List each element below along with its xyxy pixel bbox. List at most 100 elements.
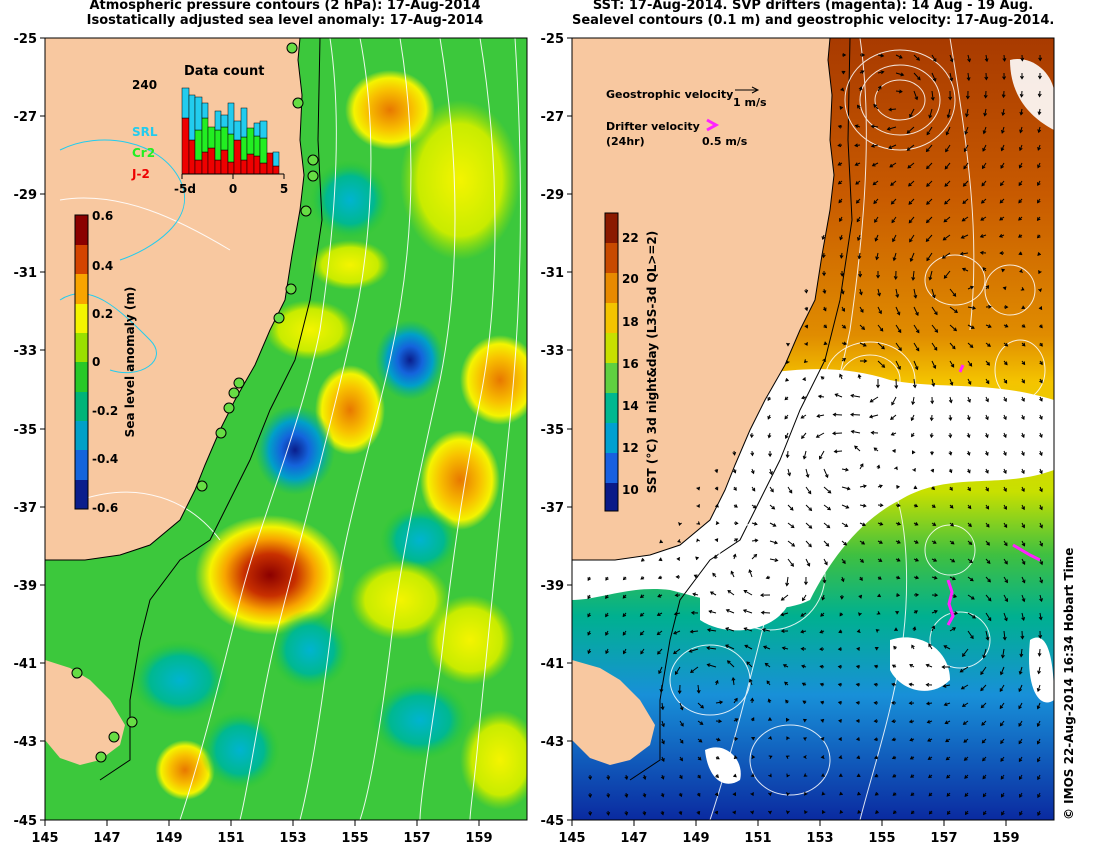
velocity-arrow-head bbox=[785, 454, 790, 459]
velocity-arrow-head bbox=[910, 417, 915, 422]
velocity-arrow-head bbox=[725, 627, 730, 631]
velocity-arrow-head bbox=[716, 737, 721, 742]
velocity-arrow bbox=[1002, 108, 1005, 116]
right-lat-label: -39 bbox=[541, 579, 565, 594]
velocity-arrow-head bbox=[877, 292, 881, 297]
velocity-arrow bbox=[801, 432, 807, 439]
velocity-arrow-head bbox=[875, 810, 879, 815]
velocity-arrow-head bbox=[841, 70, 846, 75]
velocity-arrow-head bbox=[898, 55, 903, 59]
velocity-arrow bbox=[786, 576, 789, 586]
velocity-arrow-head bbox=[731, 676, 736, 681]
velocity-arrow-head bbox=[834, 393, 839, 397]
left-lat-label: -27 bbox=[14, 110, 38, 125]
velocity-arrow-head bbox=[941, 255, 946, 259]
velocity-arrow-head bbox=[730, 570, 735, 575]
velocity-arrow bbox=[943, 645, 951, 650]
left-lat-axis bbox=[40, 37, 45, 821]
velocity-arrow-head bbox=[949, 504, 954, 509]
velocity-arrow bbox=[769, 504, 775, 510]
velocity-arrow bbox=[877, 306, 882, 314]
velocity-arrow-head bbox=[1004, 342, 1009, 347]
velocity-arrow-head bbox=[1021, 524, 1025, 529]
velocity-arrow bbox=[787, 522, 795, 528]
velocity-arrow-head bbox=[821, 596, 826, 601]
velocity-arrow bbox=[1001, 144, 1005, 151]
velocity-arrow-head bbox=[980, 687, 984, 692]
velocity-arrow-head bbox=[875, 256, 880, 261]
velocity-arrow bbox=[895, 342, 902, 351]
velocity-arrow-head bbox=[930, 96, 935, 101]
velocity-arrow-head bbox=[1038, 616, 1043, 621]
velocity-arrow bbox=[689, 648, 699, 653]
velocity-arrow-head bbox=[840, 273, 845, 277]
velocity-arrow-head bbox=[824, 474, 829, 479]
velocity-arrow-head bbox=[962, 721, 967, 725]
velocity-arrow-head bbox=[1037, 75, 1042, 80]
velocity-arrow-head bbox=[948, 451, 953, 456]
left-title-line1: Atmospheric pressure contours (2 hPa): 1… bbox=[89, 0, 481, 13]
velocity-arrow bbox=[949, 342, 956, 350]
velocity-arrow-head bbox=[801, 435, 805, 440]
velocity-arrow-head bbox=[622, 613, 627, 618]
velocity-arrow bbox=[690, 630, 699, 633]
velocity-arrow bbox=[962, 648, 969, 657]
velocity-arrow bbox=[841, 522, 848, 527]
velocity-arrow-head bbox=[1000, 164, 1004, 169]
velocity-arrow-head bbox=[911, 644, 915, 649]
velocity-arrow-head bbox=[928, 114, 933, 119]
velocity-arrow-head bbox=[889, 163, 894, 168]
velocity-arrow bbox=[732, 677, 735, 686]
velocity-arrow bbox=[929, 270, 933, 280]
geostrophic-velocity-label: Geostrophic velocity bbox=[606, 88, 733, 101]
velocity-arrow-head bbox=[980, 217, 985, 221]
velocity-arrow-head bbox=[953, 594, 958, 598]
velocity-arrow-head bbox=[605, 650, 609, 655]
velocity-arrow bbox=[909, 234, 915, 242]
velocity-arrow-head bbox=[964, 130, 969, 135]
velocity-arrow-head bbox=[906, 130, 911, 134]
velocity-arrow-head bbox=[1039, 506, 1043, 511]
velocity-arrow-head bbox=[734, 504, 738, 508]
velocity-arrow-head bbox=[837, 180, 842, 185]
velocity-arrow-head bbox=[910, 774, 914, 778]
velocity-arrow-head bbox=[696, 521, 701, 525]
velocity-arrow-head bbox=[925, 219, 930, 224]
right-lat-label: -41 bbox=[541, 657, 565, 672]
velocity-arrow bbox=[1018, 684, 1023, 692]
velocity-arrow-head bbox=[878, 310, 882, 315]
velocity-arrow-head bbox=[970, 285, 974, 290]
velocity-arrow-head bbox=[787, 472, 792, 477]
velocity-arrow-head bbox=[891, 664, 896, 669]
velocity-arrow-head bbox=[719, 700, 724, 705]
velocity-arrow-head bbox=[926, 201, 930, 205]
velocity-arrow-head bbox=[874, 237, 879, 242]
velocity-arrow bbox=[981, 702, 987, 708]
velocity-arrow-head bbox=[768, 773, 772, 778]
velocity-arrow-head bbox=[837, 700, 842, 705]
velocity-arrow bbox=[725, 644, 735, 650]
velocity-arrow-head bbox=[751, 487, 756, 492]
velocity-arrow bbox=[657, 630, 663, 635]
velocity-arrow-head bbox=[963, 148, 968, 153]
velocity-arrow bbox=[967, 306, 976, 309]
velocity-arrow bbox=[763, 646, 771, 650]
velocity-arrow-head bbox=[678, 811, 683, 816]
velocity-arrow-head bbox=[802, 755, 807, 759]
velocity-arrow-head bbox=[734, 521, 739, 526]
velocity-arrow bbox=[1021, 630, 1023, 639]
velocity-arrow-head bbox=[1020, 635, 1025, 640]
velocity-arrow bbox=[661, 702, 664, 710]
velocity-arrow-head bbox=[914, 610, 919, 614]
velocity-arrow bbox=[913, 360, 918, 370]
velocity-arrow-head bbox=[820, 737, 825, 741]
velocity-arrow bbox=[870, 396, 879, 403]
velocity-arrow-head bbox=[800, 646, 805, 651]
velocity-arrow-head bbox=[999, 671, 1004, 676]
velocity-arrow-head bbox=[804, 791, 808, 796]
velocity-arrow-head bbox=[862, 522, 866, 527]
velocity-arrow bbox=[960, 666, 969, 673]
velocity-arrow-head bbox=[800, 629, 805, 634]
velocity-arrow-head bbox=[877, 85, 882, 90]
velocity-arrow-head bbox=[780, 629, 785, 634]
